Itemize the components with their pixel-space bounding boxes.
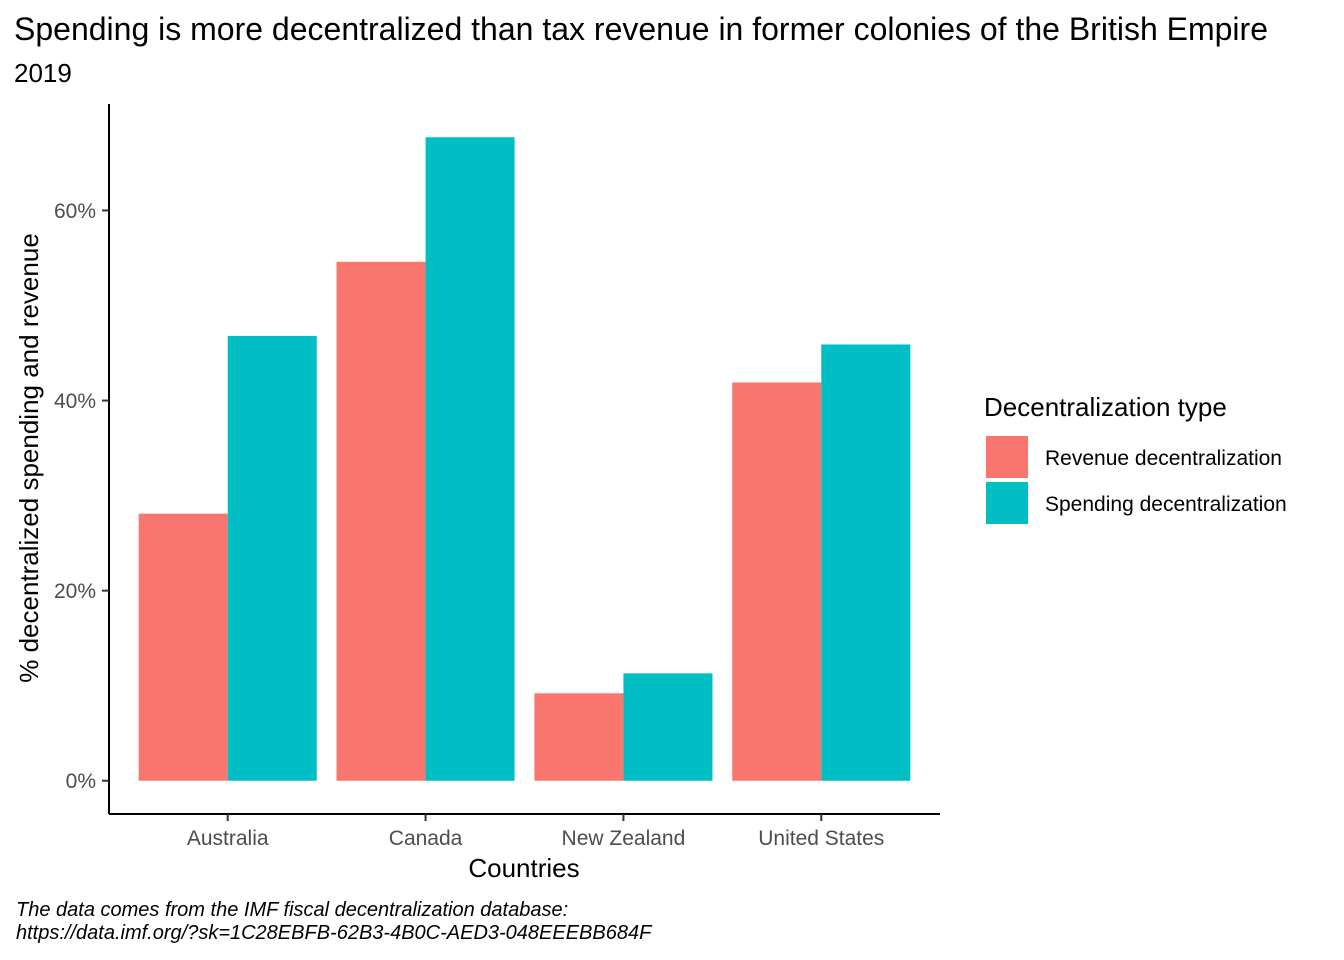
x-axis-title: Countries [468,853,579,883]
x-tick-label: United States [758,827,884,850]
y-axis: 0% 20% 40% 60% [54,104,110,814]
chart-title: Spending is more decentralized than tax … [14,11,1268,47]
bar-australia-revenue [138,513,228,781]
x-tick-label: Australia [187,827,269,850]
legend: Decentralization type Revenue decentrali… [984,392,1287,524]
bar-new-zealand-revenue [534,693,624,781]
legend-swatch-spending [986,482,1028,524]
bar-new-zealand-spending [623,673,713,781]
y-tick-label: 0% [66,770,96,793]
bar-canada-spending [425,137,515,781]
y-axis-title: % decentralized spending and revenue [14,233,44,683]
bars-layer [138,137,911,781]
x-tick-label: Canada [389,827,463,850]
y-tick-label: 40% [54,390,96,413]
bar-australia-spending [227,335,317,781]
legend-title: Decentralization type [984,392,1227,422]
caption-line-1: The data comes from the IMF fiscal decen… [16,899,568,921]
legend-swatch-revenue [986,436,1028,478]
bar-united-states-revenue [732,382,822,781]
legend-label-spending: Spending decentralization [1045,493,1287,516]
caption-line-2: https://data.imf.org/?sk=1C28EBFB-62B3-4… [16,922,653,944]
x-tick-label: New Zealand [562,827,686,850]
x-axis: Australia Canada New Zealand United States [109,813,940,850]
y-tick-label: 20% [54,580,96,603]
y-tick-label: 60% [54,200,96,223]
bar-canada-revenue [336,261,426,781]
legend-label-revenue: Revenue decentralization [1045,447,1282,470]
bar-united-states-spending [821,344,911,781]
chart-subtitle: 2019 [14,58,72,88]
